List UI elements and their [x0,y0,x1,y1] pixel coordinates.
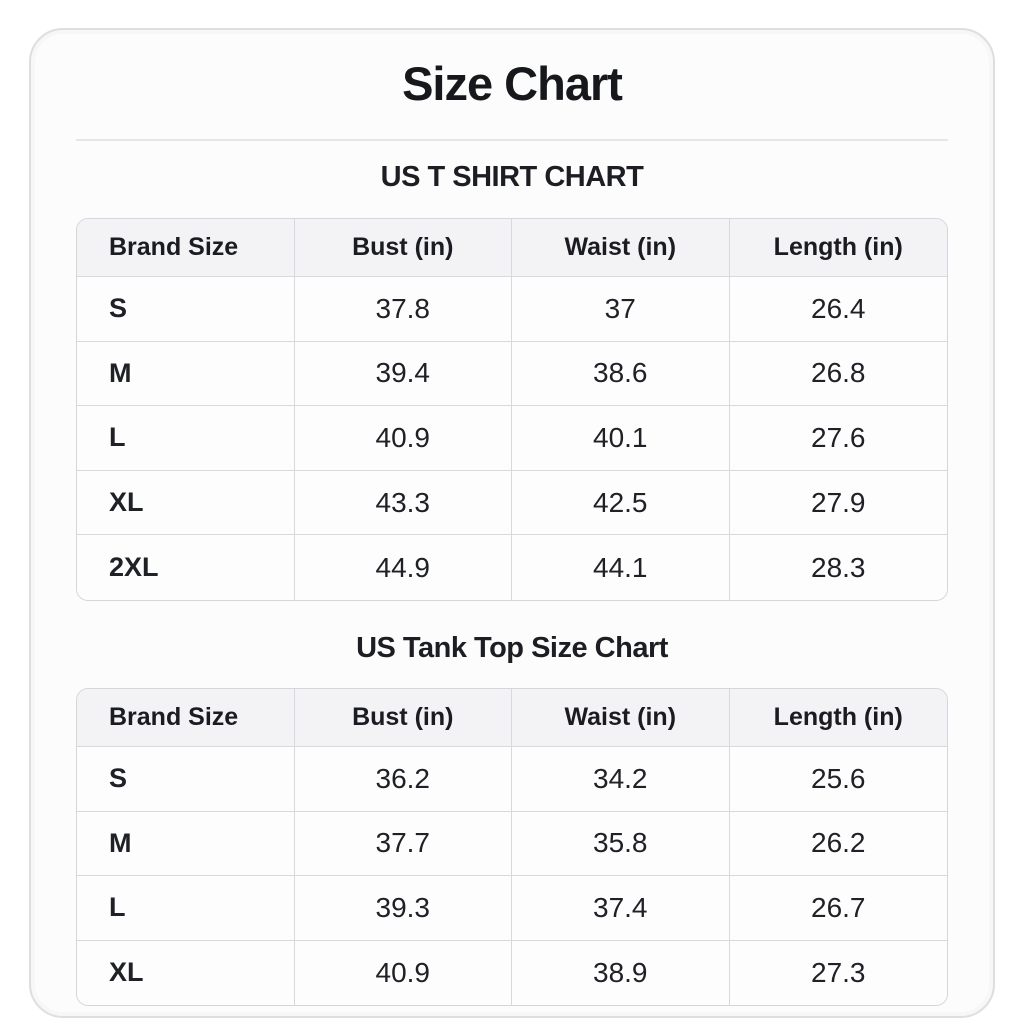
measurement-cell: 39.4 [294,341,512,407]
size-label-cell: L [77,876,295,941]
size-label-cell: XL [77,940,295,1005]
column-header: Bust (in) [294,689,512,747]
size-label-cell: S [77,277,295,342]
measurement-cell: 26.4 [729,277,947,342]
measurement-cell: 37.4 [512,876,730,941]
measurement-cell: 27.9 [729,470,947,536]
column-header: Waist (in) [512,689,730,747]
measurement-cell: 28.3 [729,535,947,600]
tshirt-table-title: US T SHIRT CHART [380,161,644,193]
measurement-cell: 37.7 [294,811,512,876]
size-label-cell: L [77,406,295,471]
page-title: Size Chart [402,57,623,110]
measurement-cell: 26.8 [729,341,947,407]
measurement-cell: 34.2 [512,747,730,812]
size-label-cell: M [77,341,295,407]
measurement-cell: 27.6 [729,406,947,471]
measurement-cell: 43.3 [294,470,512,536]
size-label-cell: 2XL [77,535,295,600]
column-header: Bust (in) [294,219,512,277]
measurement-cell: 38.6 [512,341,730,407]
measurement-cell: 44.9 [294,535,512,600]
measurement-cell: 42.5 [512,470,730,536]
measurement-cell: 26.7 [729,876,947,941]
size-label-cell: XL [77,470,295,536]
measurement-cell: 26.2 [729,811,947,876]
column-header: Length (in) [729,219,947,277]
tshirt-size-table: Brand Size Bust (in) Waist (in) Length (in)… [76,218,948,601]
measurement-cell: 44.1 [512,535,730,600]
measurement-cell: 37.8 [294,277,512,342]
column-header: Brand Size [77,689,295,747]
measurement-cell: 40.9 [294,940,512,1005]
measurement-cell: 35.8 [512,811,730,876]
measurement-cell: 40.9 [294,406,512,471]
measurement-cell: 27.3 [729,940,947,1005]
measurement-cell: 38.9 [512,940,730,1005]
measurement-cell: 40.1 [512,406,730,471]
measurement-cell: 25.6 [729,747,947,812]
column-header: Length (in) [729,689,947,747]
measurement-cell: 37 [512,277,730,342]
title-divider [76,139,948,141]
measurement-cell: 39.3 [294,876,512,941]
tanktop-size-table: Brand Size Bust (in) Waist (in) Length (in)… [76,688,948,1006]
column-header: Brand Size [77,219,295,277]
size-label-cell: S [77,747,295,812]
column-header: Waist (in) [512,219,730,277]
tanktop-table-title: US Tank Top Size Chart [356,632,668,664]
measurement-cell: 36.2 [294,747,512,812]
size-label-cell: M [77,811,295,876]
